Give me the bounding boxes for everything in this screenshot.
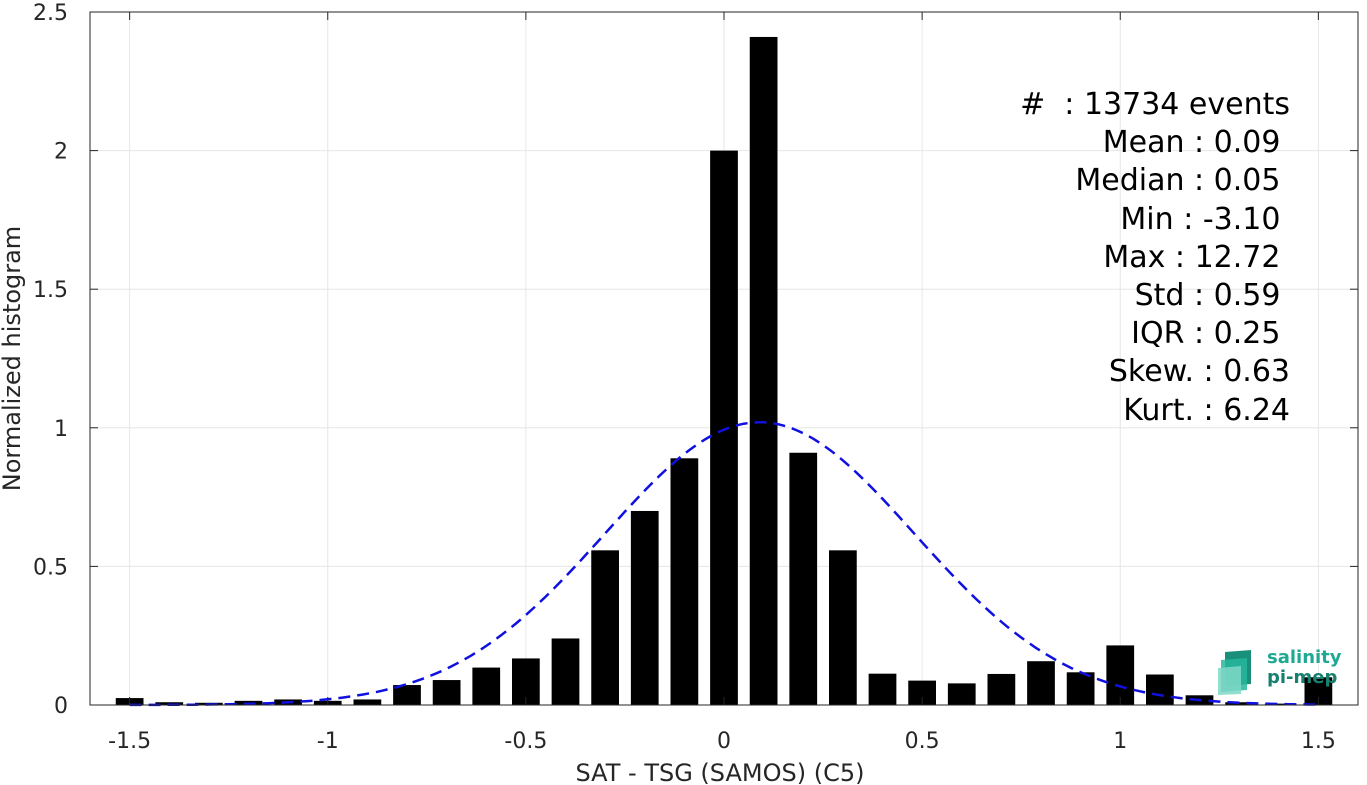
histogram-bar [1264,703,1293,705]
stat-min: Min : -3.10 [1120,201,1290,237]
histogram-bars [115,36,1333,706]
histogram-bar [472,667,501,705]
statistics-panel: # : 13734 events Mean : 0.09 Median : 0.… [960,86,1290,430]
histogram-bar [393,685,421,705]
histogram-bar [868,673,897,705]
histogram-bar [630,510,659,705]
stat-events: # : 13734 events [1020,87,1290,122]
x-axis-ticks: -1.5 -1 -0.5 0 0.5 1 1.5 [108,12,1336,754]
histogram-bar [749,36,778,705]
y-tick-label: 2 [54,140,68,165]
x-tick-label: -1 [317,729,339,754]
histogram-bar [551,638,580,705]
stat-std: Std : 0.59 [1134,278,1290,314]
stat-kurt: Kurt. : 6.24 [1123,392,1290,428]
x-tick-label: 0 [717,729,731,754]
x-tick-label: 0.5 [905,729,940,754]
stat-iqr: IQR : 0.25 [1131,316,1290,352]
x-tick-label: -1.5 [108,729,151,754]
x-tick-label: -0.5 [504,729,547,754]
stat-median: Median : 0.05 [1075,163,1290,199]
y-tick-label: 1.5 [33,278,68,303]
histogram-bar [1027,661,1055,705]
histogram-bar [829,550,857,705]
histogram-bar [789,452,818,705]
logo-line2: pi-mep [1267,667,1338,688]
histogram-bar [591,550,619,705]
y-tick-label: 2.5 [33,1,68,26]
y-tick-label: 0.5 [33,555,68,580]
y-axis-label: Normalized histogram [0,226,26,491]
x-tick-label: 1 [1113,729,1127,754]
histogram-bar [1066,672,1095,705]
histogram-bar [987,673,1016,705]
histogram-bar [1106,645,1135,705]
histogram-bar [1146,674,1174,705]
histogram-bar [432,680,461,705]
stat-max: Max : 12.72 [1103,239,1290,275]
histogram-bar [670,458,699,705]
stat-skew: Skew. : 0.63 [1108,354,1290,390]
salinity-pimep-logo: salinity pi-mep [1217,646,1347,696]
y-axis-ticks: 0 0.5 1 1.5 2 2.5 [33,1,1358,719]
y-tick-label: 0 [54,694,68,719]
y-tick-label: 1 [54,417,68,442]
stat-mean: Mean : 0.09 [1102,125,1290,161]
x-axis-label: SAT - TSG (SAMOS) (C5) [576,759,865,785]
histogram-bar [353,699,382,705]
logo-text: salinity pi-mep [1267,648,1342,688]
logo-wave-icon [1218,650,1251,695]
logo-line1: salinity [1267,647,1342,668]
x-tick-label: 1.5 [1301,729,1336,754]
histogram-bar [710,150,738,706]
histogram-bar [947,683,976,705]
